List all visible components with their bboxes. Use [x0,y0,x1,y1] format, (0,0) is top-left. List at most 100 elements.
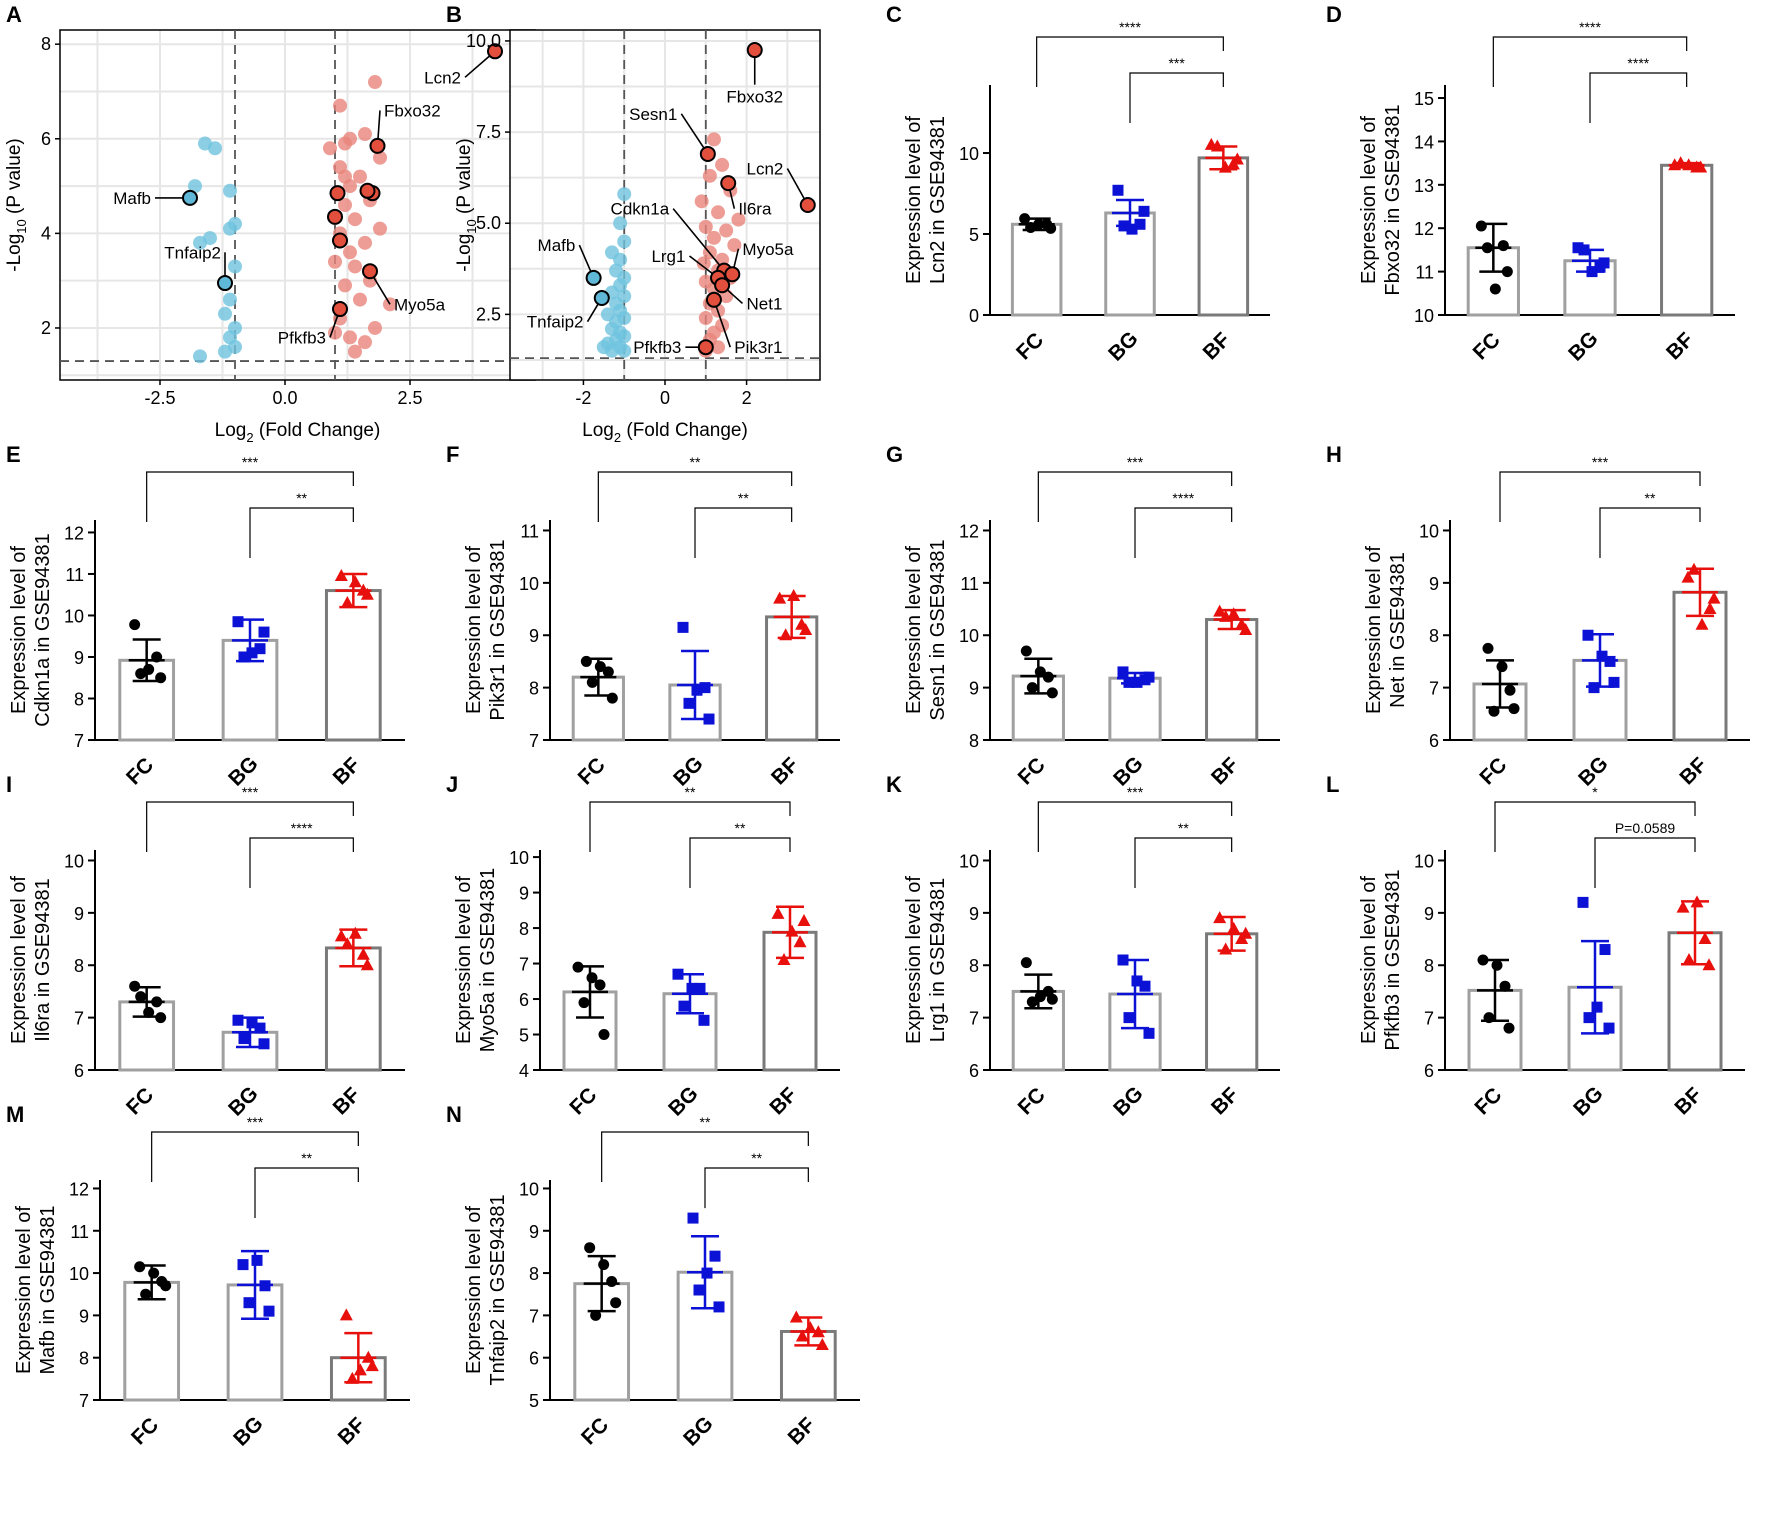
y-tick-label: 11 [960,574,979,594]
data-point-bf [1702,958,1716,971]
significance-bracket [254,1167,359,1218]
significance-bracket [689,837,791,888]
data-point-fc [580,655,592,667]
y-tick-label: 8 [74,956,84,976]
up-regulated-point [373,150,387,165]
significance-label: * [1592,784,1598,800]
data-point-bg [1583,1012,1595,1024]
significance-label: **** [1627,55,1649,71]
y-tick-label: 6 [1429,731,1439,751]
data-point-bf [339,1308,353,1321]
data-point-fc [1481,242,1493,254]
down-regulated-point [218,344,232,359]
significance-bracket [704,1167,809,1209]
x-axis-title: Log2 (Fold Change) [215,420,381,445]
data-point-bf [1674,156,1688,169]
y-tick-label: 7 [1424,1009,1434,1029]
bar-bg [1108,676,1162,742]
data-point-bf [779,628,793,641]
data-point-fc [1033,218,1045,230]
y-tick-label: 10 [64,851,84,871]
data-point-bf [360,587,374,600]
y-axis-title-line2: Sesn1 in GSE94381 [927,539,949,720]
data-point-bf [1698,932,1712,945]
significance-bracket [694,507,793,558]
down-regulated-point [617,234,632,249]
up-regulated-point [343,245,357,260]
data-point-bf [365,1359,379,1372]
y-tick-label: 7.5 [476,122,501,142]
significance-bracket [1499,471,1701,522]
data-point-fc [1497,240,1509,252]
significance-label: **** [1172,490,1194,506]
down-regulated-point [223,221,237,236]
y-tick-label: 8 [1429,626,1439,646]
data-point-bf [785,924,799,937]
y-tick-label: 8 [529,679,539,699]
x-axis-title-sub: 2 [614,430,621,445]
scatter-panel-B: -2 0 2 2.5 5.0 7.5 10.0 Fbxo32 Sesn1 Lcn2 Il6ra Cdk… [454,29,821,445]
y-axis-title-rest: (P value) [4,138,25,219]
y-tick-label: 8 [969,731,979,751]
gene-label-fbxo32: Fbxo32 [384,101,441,120]
highlighted-gene-point [362,263,378,280]
highlighted-gene-point [332,301,348,318]
y-tick-label: 8 [519,919,529,939]
data-point-fc [151,651,163,663]
y-tick-label: 6 [41,129,51,149]
data-point-bg [1123,676,1135,688]
category-label-fc: FC [1012,328,1048,364]
category-label-bg: BG [679,1412,718,1451]
down-regulated-point [208,141,222,156]
y-tick-label: 9 [1424,904,1434,924]
gene-label-net1: Net1 [747,294,783,313]
data-point-bg [258,1038,270,1050]
category-label-fc: FC [577,1413,613,1449]
data-point-fc [134,1261,146,1273]
data-point-bg [1586,266,1598,278]
highlighted-gene-point [329,185,346,202]
y-tick-label: 6 [1424,1061,1434,1081]
significance-label: ** [738,490,749,506]
y-axis-title-main: -Log [454,234,475,272]
panel-label: H [1326,442,1342,467]
up-regulated-point [731,212,746,227]
y-axis-title-rest: (P value) [454,138,475,219]
down-regulated-point [613,216,628,231]
significance-bracket [1492,36,1688,87]
highlighted-gene-point [359,182,376,199]
data-point-fc [1482,642,1494,654]
y-axis-title-sub: 10 [464,219,479,233]
down-regulated-point [228,259,242,274]
significance-bracket [249,507,354,558]
y-axis-title-line1: Expression level of [1358,116,1380,284]
y-tick-label: 2.5 [476,304,501,324]
data-point-fc [1488,705,1500,717]
data-point-bf [1218,160,1232,173]
up-regulated-point [711,340,726,355]
y-tick-label: 12 [1414,219,1434,239]
data-point-bg [686,982,698,994]
x-axis-title-rest: (Fold Change) [254,420,381,441]
up-regulated-point [706,230,721,245]
data-point-bg [1582,629,1594,641]
down-regulated-point [193,349,207,364]
data-point-bf [1695,617,1709,630]
category-label-bf: BF [1199,328,1235,364]
up-regulated-point [328,254,342,269]
gene-label-myo5a: Myo5a [394,295,446,314]
panel-label: L [1326,772,1339,797]
y-tick-label: 10 [1414,851,1434,871]
data-point-bg [1598,257,1610,269]
bar-bf [1205,618,1259,742]
data-point-bg [698,1014,710,1026]
data-point-fc [155,672,167,684]
highlighted-gene-point [746,42,763,59]
up-regulated-point [719,223,734,238]
